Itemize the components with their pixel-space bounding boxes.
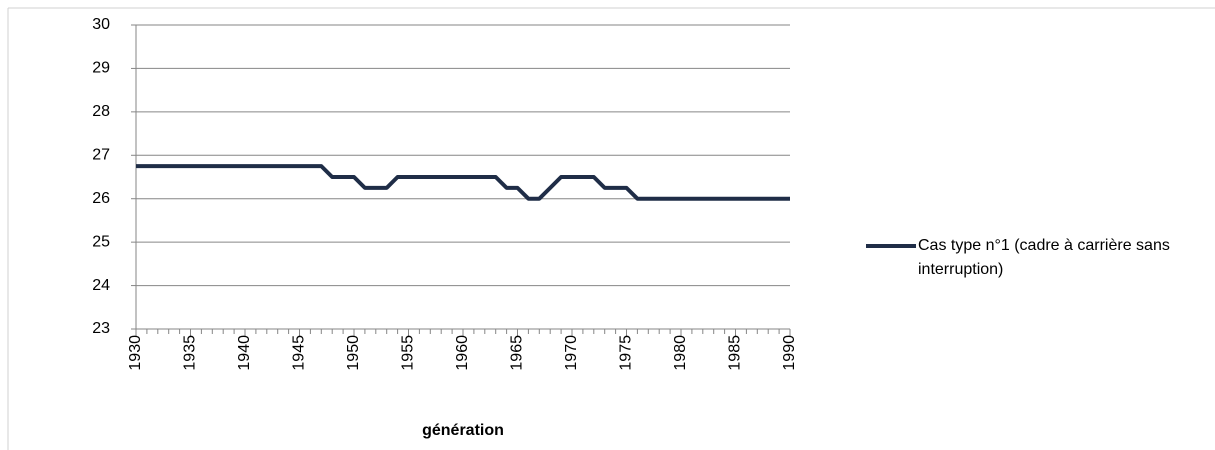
x-tick-label: 1975 [618,335,635,371]
legend-label: Cas type n°1 (cadre à carrière sans inte… [918,237,1170,278]
y-tick-label: 29 [92,60,110,77]
y-tick-label: 25 [92,233,110,250]
x-tick-label: 1990 [781,335,798,371]
x-tick-label: 1945 [291,335,308,371]
x-tick-label: 1985 [727,335,744,371]
y-tick-label: 30 [92,16,110,33]
x-tick-label: 1950 [345,335,362,371]
x-tick-label: 1965 [509,335,526,371]
x-axis-title: génération [422,422,504,439]
y-tick-label: 27 [92,147,110,164]
x-tick-label: 1930 [127,335,144,371]
x-tick-label: 1940 [236,335,253,371]
x-tick-label: 1970 [563,335,580,371]
y-tick-label: 28 [92,103,110,120]
series-line [136,164,790,201]
y-tick-label: 23 [92,320,110,337]
y-tick-label: 24 [92,277,110,294]
y-tick-label: 26 [92,190,110,207]
x-tick-label: 1960 [454,335,471,371]
x-tick-label: 1955 [400,335,417,371]
x-tick-label: 1935 [182,335,199,371]
x-tick-label: 1980 [672,335,689,371]
